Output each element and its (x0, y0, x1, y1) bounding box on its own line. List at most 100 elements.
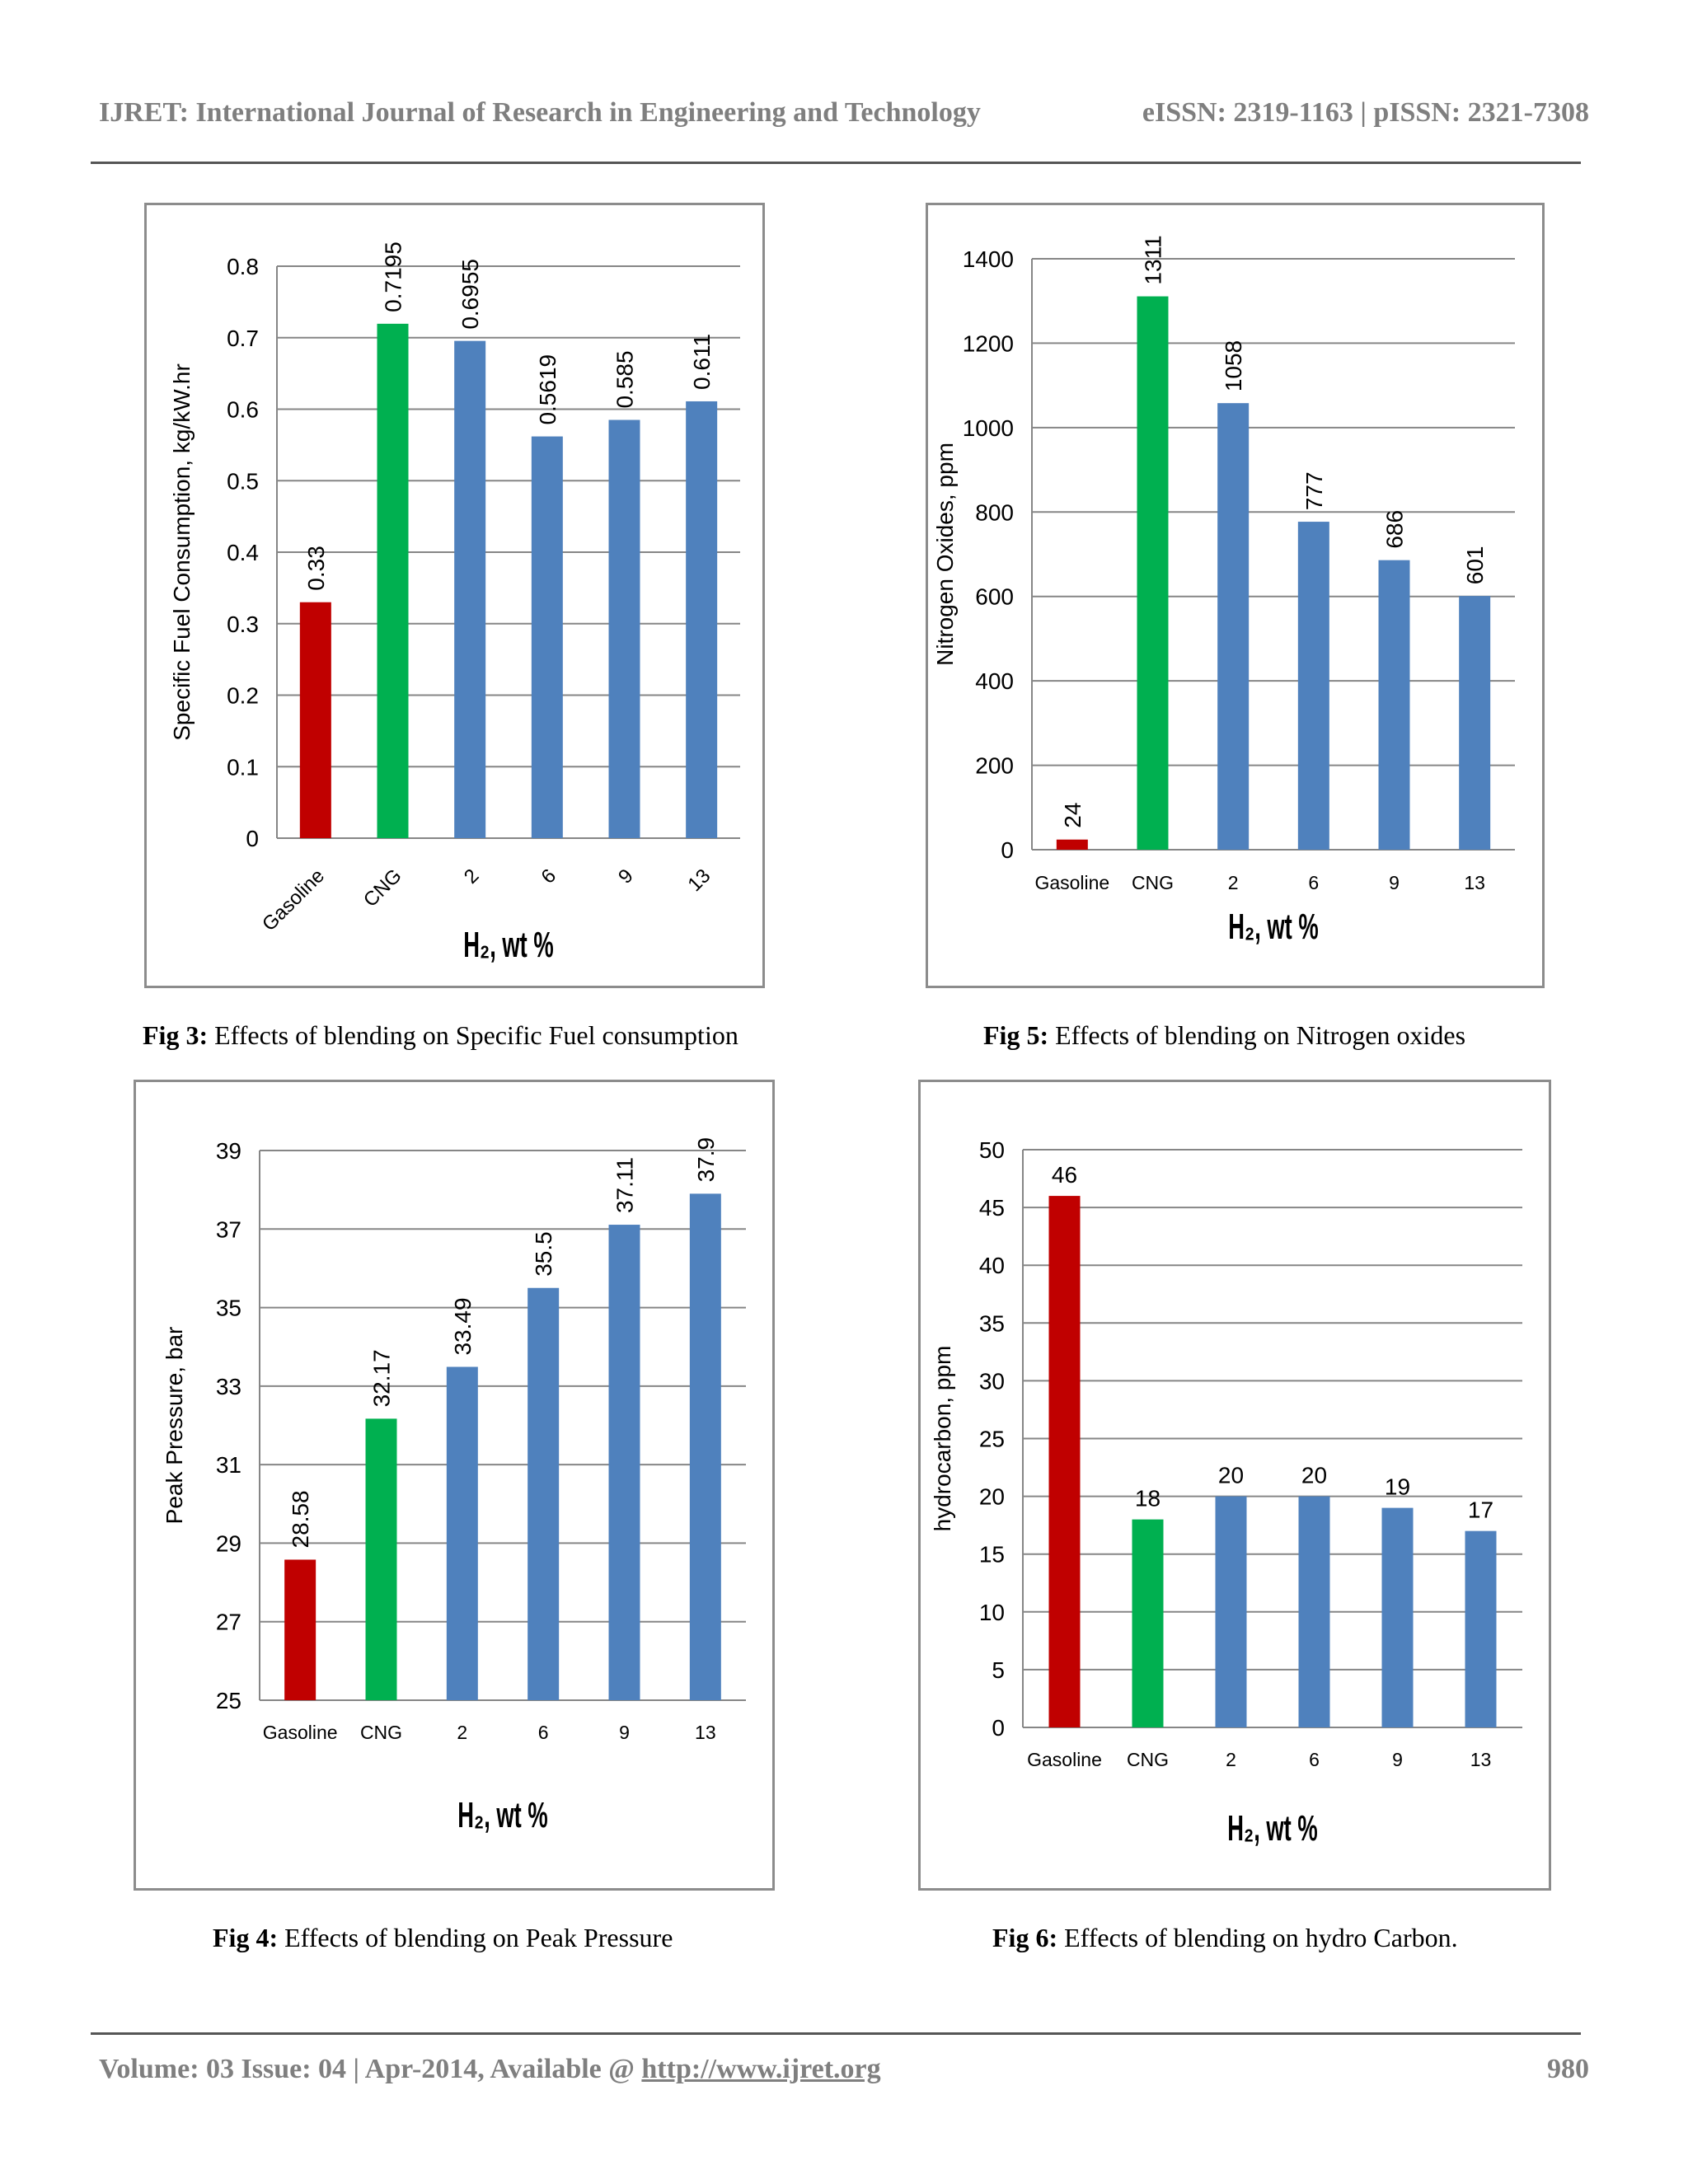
bar (446, 1366, 478, 1700)
bar (1465, 1530, 1497, 1727)
y-tick-label: 40 (979, 1253, 1005, 1278)
y-tick-label: 800 (975, 499, 1014, 525)
y-tick-label: 1000 (963, 415, 1014, 441)
x-tick-label: CNG (1127, 1749, 1169, 1770)
bar (1056, 839, 1088, 850)
x-tick-label: 9 (619, 1722, 630, 1743)
y-tick-label: 0 (1001, 837, 1014, 863)
chart-panel-fig4: 25 27 29 31 33 35 37 39 28.58 Gasoline 32.17 CNG 33.… (134, 1080, 775, 1891)
x-axis-title: H₂, wt % (1228, 906, 1318, 946)
x-tick-label: 13 (1464, 872, 1485, 893)
y-axis-title: Specific Fuel Consumption, kg/kW.hr (169, 363, 195, 741)
x-tick-label: 2 (457, 1722, 467, 1743)
header-rule (91, 162, 1581, 164)
data-label: 17 (1468, 1497, 1493, 1523)
y-tick-label: 5 (992, 1657, 1005, 1683)
x-tick-label: 13 (695, 1722, 716, 1743)
x-axis-title: H₂, wt % (1227, 1807, 1317, 1848)
data-label: 33.49 (450, 1297, 476, 1355)
data-label: 46 (1052, 1162, 1077, 1188)
page-number: 980 (1547, 2054, 1589, 2084)
y-tick-label: 25 (216, 1688, 241, 1713)
y-tick-label: 0.6 (227, 397, 259, 423)
caption-fig6: Fig 6: Effects of blending on hydro Carb… (992, 1923, 1458, 1953)
footer-volume-text: Volume: 03 Issue: 04 | Apr-2014, Availab… (99, 2054, 642, 2084)
y-tick-label: 0.1 (227, 754, 259, 780)
x-tick-label: Gasoline (258, 865, 329, 935)
x-axis-title: H₂, wt % (463, 924, 553, 964)
x-axis-title: H₂, wt % (457, 1794, 547, 1835)
y-tick-label: 35 (216, 1296, 241, 1321)
y-axis-title: hydrocarbon, ppm (930, 1346, 955, 1532)
y-tick-label: 0 (246, 826, 259, 851)
x-tick-label: 9 (1392, 1749, 1403, 1770)
bar (608, 1225, 640, 1700)
data-label: 686 (1382, 510, 1408, 549)
x-tick-label: CNG (360, 1722, 402, 1743)
caption-fig4-label: Fig 4: (213, 1923, 279, 1952)
data-label: 19 (1385, 1474, 1410, 1500)
x-tick-label: 13 (1470, 1749, 1492, 1770)
caption-fig5-text: Effects of blending on Nitrogen oxides (1048, 1020, 1466, 1050)
x-tick-label: 2 (1226, 1749, 1236, 1770)
bar (1137, 296, 1169, 851)
data-label: 28.58 (288, 1490, 313, 1548)
x-tick-label: 9 (614, 865, 638, 888)
bar (299, 602, 331, 838)
data-label: 35.5 (531, 1231, 556, 1277)
bar (1381, 1507, 1414, 1727)
y-tick-label: 0 (992, 1715, 1005, 1741)
data-label: 601 (1462, 546, 1488, 584)
data-label: 37.11 (612, 1157, 638, 1213)
bar (686, 401, 718, 838)
data-label: 24 (1060, 803, 1085, 828)
y-tick-label: 1400 (963, 246, 1014, 272)
data-label: 37.9 (693, 1137, 719, 1183)
y-tick-label: 15 (979, 1542, 1005, 1568)
bar (528, 1287, 560, 1700)
footer-url-link[interactable]: http://www.ijret.org (641, 2054, 881, 2084)
y-axis-title: Nitrogen Oxides, ppm (932, 443, 958, 666)
x-tick-label: CNG (359, 865, 406, 912)
data-label: 20 (1218, 1463, 1244, 1488)
x-tick-label: 9 (1389, 872, 1400, 893)
y-tick-label: 50 (979, 1137, 1005, 1163)
y-tick-label: 10 (979, 1600, 1005, 1625)
issn-info: eISSN: 2319-1163 | pISSN: 2321-7308 (1142, 97, 1589, 128)
bar (377, 323, 409, 838)
bar (531, 436, 563, 838)
data-label: 0.6955 (457, 259, 483, 330)
x-tick-label: 6 (1309, 1749, 1320, 1770)
y-tick-label: 0.2 (227, 683, 259, 709)
y-tick-label: 0.8 (227, 254, 259, 279)
chart-fig6-svg: 0 5 10 15 20 25 30 35 40 45 50 46 Gasoline 18 CNG 20 2 20… (930, 1137, 1522, 1849)
x-tick-label: CNG (1132, 872, 1174, 893)
caption-fig6-text: Effects of blending on hydro Carbon. (1057, 1923, 1458, 1952)
bar (284, 1559, 316, 1700)
footer-volume: Volume: 03 Issue: 04 | Apr-2014, Availab… (99, 2054, 881, 2085)
y-tick-label: 400 (975, 668, 1014, 694)
bar (689, 1193, 721, 1700)
data-label: 20 (1301, 1463, 1327, 1488)
y-tick-label: 33 (216, 1374, 241, 1399)
y-tick-label: 25 (979, 1427, 1005, 1452)
y-tick-label: 0.5 (227, 468, 259, 494)
bar (454, 340, 486, 838)
data-label: 0.611 (689, 334, 715, 390)
bar (1132, 1519, 1164, 1727)
y-axis-title: Peak Pressure, bar (162, 1327, 187, 1525)
caption-fig4: Fig 4: Effects of blending on Peak Press… (213, 1923, 673, 1953)
journal-title: IJRET: International Journal of Research… (99, 97, 981, 128)
data-label: 777 (1301, 471, 1327, 510)
y-tick-label: 0.4 (227, 540, 259, 565)
bar (1298, 1496, 1330, 1727)
caption-fig3-text: Effects of blending on Specific Fuel con… (208, 1020, 738, 1050)
data-label: 32.17 (369, 1349, 395, 1407)
data-label: 0.7195 (381, 241, 406, 312)
x-tick-label: 13 (683, 865, 715, 896)
chart-panel-fig3: 0 0.1 0.2 0.3 0.4 0.5 0.6 0.7 0.8 0.33 Gasoline 0.7… (144, 203, 765, 988)
y-tick-label: 31 (216, 1452, 241, 1478)
data-label: 0.585 (612, 350, 638, 408)
y-tick-label: 200 (975, 753, 1014, 779)
caption-fig3: Fig 3: Effects of blending on Specific F… (143, 1020, 738, 1051)
